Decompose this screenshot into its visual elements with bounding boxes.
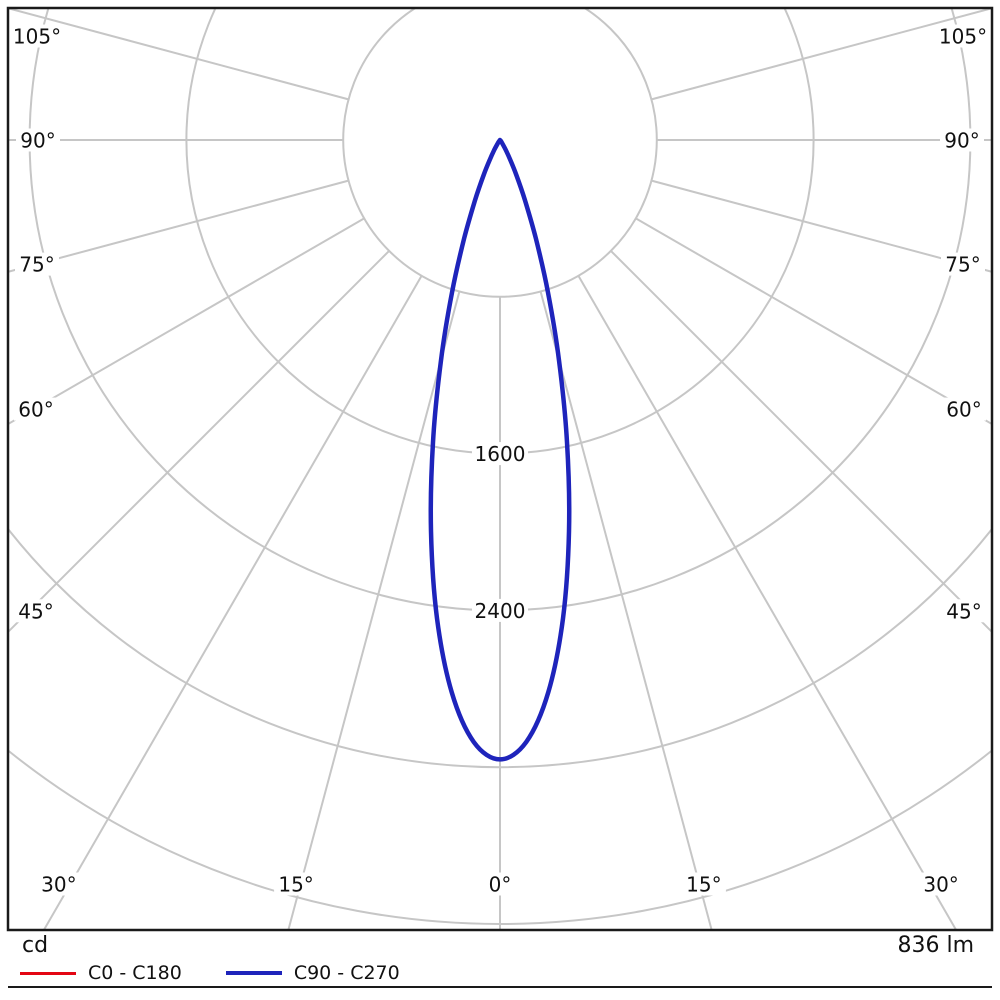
svg-text:105°: 105° xyxy=(13,25,61,49)
svg-text:75°: 75° xyxy=(945,253,980,277)
legend-swatch-c90-c270 xyxy=(225,971,282,975)
svg-text:15°: 15° xyxy=(686,873,721,897)
svg-text:90°: 90° xyxy=(20,129,55,153)
svg-text:15°: 15° xyxy=(278,873,313,897)
legend-label-c90-c270: C90 - C270 xyxy=(293,962,400,984)
chart-legend: C0 - C180 C90 - C270 xyxy=(20,960,400,986)
bottom-divider xyxy=(8,986,992,988)
svg-text:105°: 105° xyxy=(939,25,987,49)
svg-text:45°: 45° xyxy=(18,599,53,623)
legend-label-c0-c180: C0 - C180 xyxy=(88,962,182,984)
luminous-flux-label: 836 lm xyxy=(897,933,974,958)
unit-label: cd xyxy=(22,933,49,958)
svg-text:75°: 75° xyxy=(19,253,54,277)
svg-text:30°: 30° xyxy=(923,873,958,897)
svg-text:0°: 0° xyxy=(489,873,512,897)
legend-swatch-c0-c180 xyxy=(20,971,76,975)
svg-text:90°: 90° xyxy=(944,129,979,153)
svg-text:30°: 30° xyxy=(41,873,76,897)
svg-text:1600: 1600 xyxy=(475,442,526,466)
svg-text:2400: 2400 xyxy=(475,599,526,623)
svg-text:60°: 60° xyxy=(18,398,53,422)
svg-text:60°: 60° xyxy=(946,398,981,422)
svg-text:45°: 45° xyxy=(946,599,981,623)
